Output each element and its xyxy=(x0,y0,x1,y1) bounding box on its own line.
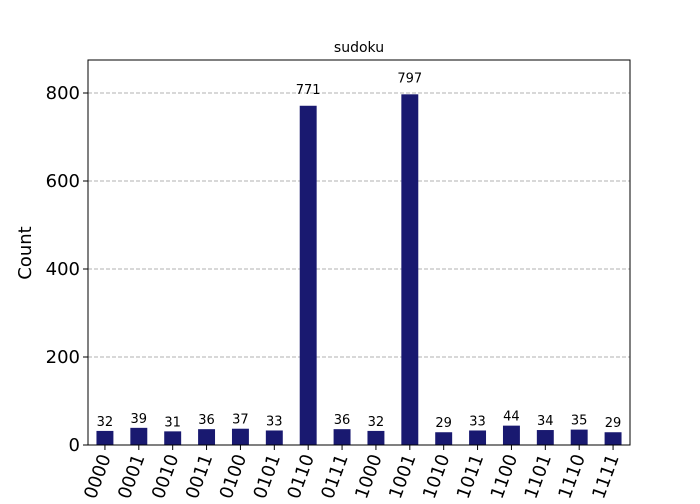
x-tick-label: 1110 xyxy=(554,452,589,500)
bar xyxy=(265,430,283,445)
bar xyxy=(333,429,351,445)
y-tick-label: 0 xyxy=(69,435,80,456)
bar-value-label: 35 xyxy=(571,414,588,429)
y-ticks: 0 200 400 600 800 xyxy=(46,83,88,456)
x-tick-label: 0011 xyxy=(182,452,217,500)
grid-lines xyxy=(88,92,630,446)
x-tick-label: 1000 xyxy=(351,452,386,500)
bar-value-label: 44 xyxy=(503,410,520,425)
bar xyxy=(401,94,419,445)
x-ticks: 0000000100100011010001010110011110001001… xyxy=(80,445,624,502)
y-axis-label: Count xyxy=(15,226,36,279)
bar-value-label: 31 xyxy=(164,415,181,430)
x-tick-label: 0000 xyxy=(80,452,115,500)
bar xyxy=(299,105,317,445)
bar-value-label: 32 xyxy=(368,415,385,430)
bar xyxy=(96,430,114,445)
x-tick-label: 1001 xyxy=(385,452,420,500)
y-tick-label: 200 xyxy=(46,347,80,368)
x-tick-label: 1111 xyxy=(588,452,623,500)
bar-value-label: 37 xyxy=(232,413,249,428)
x-tick-label: 1010 xyxy=(419,452,454,500)
bar-value-label: 39 xyxy=(131,412,148,427)
bar xyxy=(435,432,453,445)
bar xyxy=(469,430,487,445)
bar xyxy=(502,425,520,445)
bar xyxy=(231,428,249,445)
x-tick-label: 0001 xyxy=(114,452,149,500)
bar-value-label: 29 xyxy=(605,416,622,431)
x-tick-label: 1101 xyxy=(521,452,556,500)
x-tick-label: 1011 xyxy=(453,452,488,500)
y-tick-label: 600 xyxy=(46,171,80,192)
x-tick-label: 0010 xyxy=(148,452,183,500)
bar xyxy=(130,427,148,445)
bar-value-label: 36 xyxy=(334,413,351,428)
x-tick-label: 0101 xyxy=(250,452,285,500)
chart-title: sudoku xyxy=(334,40,384,56)
x-tick-label: 0100 xyxy=(216,452,251,500)
x-tick-label: 0110 xyxy=(283,452,318,500)
x-tick-label: 0111 xyxy=(317,452,352,500)
bar-value-label: 34 xyxy=(537,414,554,429)
bar xyxy=(536,430,554,445)
bar xyxy=(198,429,216,445)
bar xyxy=(570,429,588,445)
bar-value-label: 36 xyxy=(198,413,215,428)
bar xyxy=(367,430,385,445)
bar-value-label: 29 xyxy=(435,416,452,431)
bars xyxy=(96,94,622,445)
bar-value-label: 33 xyxy=(266,414,283,429)
bar-value-label: 797 xyxy=(397,71,422,86)
y-tick-label: 800 xyxy=(46,83,80,104)
bar-value-label: 771 xyxy=(296,83,321,98)
bar-value-label: 33 xyxy=(469,414,486,429)
bar xyxy=(164,431,182,445)
y-tick-label: 400 xyxy=(46,259,80,280)
bar xyxy=(604,432,622,445)
data-labels: 32 39 31 36 37 33 771 36 32 797 29 33 44 34 35 29 xyxy=(97,71,622,431)
x-tick-label: 1100 xyxy=(487,452,522,500)
bar-value-label: 32 xyxy=(97,415,114,430)
plot-frame xyxy=(87,59,631,446)
